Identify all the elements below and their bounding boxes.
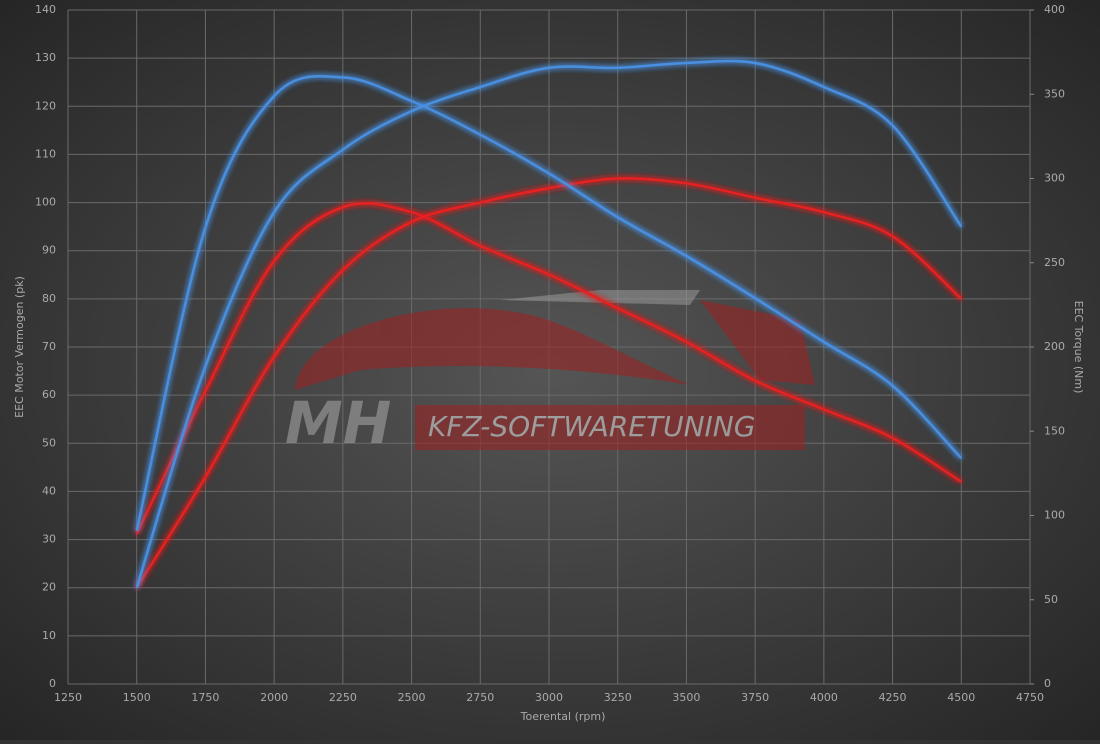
x-tick-label: 2750 [466,691,494,704]
y-tick-label: 30 [42,533,56,546]
y-tick-label: 90 [42,244,56,257]
x-tick-label: 4500 [947,691,975,704]
x-tick-label: 3250 [604,691,632,704]
series-line [135,202,962,535]
x-tick-label: 1250 [54,691,82,704]
y-tick-label: 0 [49,677,56,690]
y-tick-label: 100 [35,196,56,209]
x-tick-label: 4250 [879,691,907,704]
y2-tick-label: 250 [1044,256,1065,269]
y-tick-label: 40 [42,484,56,497]
watermark-text: KFZ-SOFTWARETUNING [428,410,755,443]
y2-tick-label: 150 [1044,424,1065,437]
watermark-car [700,300,815,385]
watermark-car [295,308,690,390]
x-tick-label: 2000 [260,691,288,704]
series-line [135,59,963,589]
y-tick-label: 80 [42,292,56,305]
x-tick-label: 3000 [535,691,563,704]
series-line [135,75,963,531]
y2-tick-label: 300 [1044,172,1065,185]
y2-tick-label: 350 [1044,87,1065,100]
y-tick-label: 20 [42,581,56,594]
x-axis-label: Toerental (rpm) [520,710,606,723]
x-tick-label: 1500 [123,691,151,704]
watermark-text: MH [285,389,391,457]
watermark-car [500,290,700,305]
y-tick-label: 50 [42,436,56,449]
x-tick-label: 3750 [741,691,769,704]
y2-tick-label: 100 [1044,509,1065,522]
y2-tick-label: 400 [1044,3,1065,16]
y2-tick-label: 0 [1044,677,1051,690]
y2-tick-label: 200 [1044,340,1065,353]
y-tick-label: 120 [35,99,56,112]
watermark-band [415,405,805,450]
x-tick-label: 3500 [672,691,700,704]
x-tick-label: 1750 [191,691,219,704]
y-tick-label: 10 [42,629,56,642]
watermark: MH KFZ-SOFTWARETUNING [285,290,815,457]
y-tick-label: 130 [35,51,56,64]
x-tick-label: 2500 [398,691,426,704]
y2-axis-label: EEC Torque (Nm) [1072,301,1085,394]
x-tick-label: 4000 [810,691,838,704]
y2-tick-label: 50 [1044,593,1058,606]
x-tick-label: 4750 [1016,691,1044,704]
series-line [135,177,963,589]
y-tick-label: 110 [35,147,56,160]
y-tick-label: 140 [35,3,56,16]
x-tick-label: 2250 [329,691,357,704]
y-tick-label: 60 [42,388,56,401]
y-axis-label: EEC Motor Vermogen (pk) [13,276,26,418]
y-tick-label: 70 [42,340,56,353]
